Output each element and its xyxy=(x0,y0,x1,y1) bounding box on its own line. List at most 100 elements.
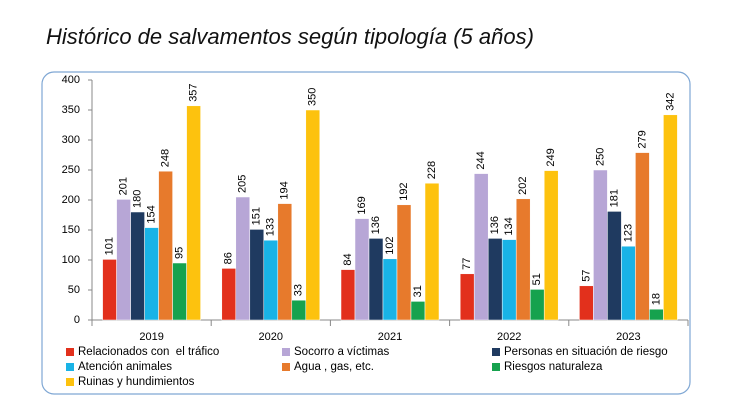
legend-label: Ruinas y hundimientos xyxy=(78,376,195,388)
bar xyxy=(543,170,559,321)
value-label: 31 xyxy=(412,285,424,297)
value-label: 86 xyxy=(223,252,235,264)
chart-title: Histórico de salvamentos según tipología… xyxy=(46,24,534,49)
bar xyxy=(663,114,678,321)
legend-swatch xyxy=(282,348,290,356)
bar xyxy=(263,239,279,321)
value-label: 202 xyxy=(517,176,529,194)
legend-label: Riesgos naturaleza xyxy=(504,361,603,373)
legend-label: Atención animales xyxy=(78,361,172,373)
chart-frame xyxy=(41,71,691,395)
value-label: 244 xyxy=(475,151,487,169)
bar xyxy=(649,308,664,321)
x-tick-label: 2021 xyxy=(378,331,402,343)
value-label: 181 xyxy=(608,189,620,207)
y-tick-label: 350 xyxy=(62,104,80,116)
value-label: 33 xyxy=(293,284,305,296)
y-tick-label: 150 xyxy=(62,224,80,236)
legend-label: Relacionados con el tráfico xyxy=(78,346,219,358)
bar xyxy=(382,258,398,321)
bar xyxy=(410,301,426,321)
bar xyxy=(172,262,187,321)
value-label: 194 xyxy=(279,181,291,199)
value-label: 95 xyxy=(174,247,186,259)
y-tick-label: 300 xyxy=(62,134,80,146)
value-label: 151 xyxy=(251,207,263,225)
bar xyxy=(459,273,475,321)
bar xyxy=(186,105,201,321)
y-tick-label: 200 xyxy=(62,194,80,206)
value-label: 249 xyxy=(545,148,557,166)
legend-swatch xyxy=(282,363,290,371)
bar xyxy=(579,285,594,321)
value-label: 357 xyxy=(188,83,200,101)
legend-label: Personas en situación de riesgo xyxy=(504,346,668,358)
value-label: 350 xyxy=(307,88,319,106)
value-label: 18 xyxy=(650,293,662,305)
value-label: 136 xyxy=(370,216,382,234)
value-label: 154 xyxy=(146,205,158,223)
bar xyxy=(235,196,251,321)
value-label: 57 xyxy=(580,270,592,282)
bar xyxy=(424,182,440,321)
x-tick-label: 2023 xyxy=(616,331,640,343)
x-tick-label: 2020 xyxy=(259,331,283,343)
value-label: 123 xyxy=(622,224,634,242)
value-label: 192 xyxy=(398,182,410,200)
legend-swatch xyxy=(66,378,74,386)
value-label: 51 xyxy=(531,273,543,285)
value-label: 248 xyxy=(160,149,172,167)
legend-swatch xyxy=(66,363,74,371)
bar xyxy=(607,211,622,321)
bar xyxy=(473,173,489,321)
bar xyxy=(340,269,356,321)
legend-label: Agua , gas, etc. xyxy=(294,361,374,373)
value-label: 342 xyxy=(664,92,676,110)
value-label: 250 xyxy=(594,148,606,166)
legend-label: Socorro a víctimas xyxy=(294,346,389,358)
bar xyxy=(593,169,608,321)
bar xyxy=(354,218,370,321)
legend-swatch xyxy=(492,348,500,356)
value-label: 228 xyxy=(426,161,438,179)
value-label: 180 xyxy=(132,190,144,208)
y-tick-label: 50 xyxy=(68,284,80,296)
value-label: 84 xyxy=(342,253,354,265)
x-tick-label: 2019 xyxy=(139,331,163,343)
x-tick-label: 2022 xyxy=(497,331,521,343)
bar xyxy=(291,299,307,321)
bar xyxy=(396,204,412,321)
value-label: 102 xyxy=(384,236,396,254)
bar xyxy=(144,227,159,321)
value-label: 133 xyxy=(265,218,277,236)
bar xyxy=(102,259,117,321)
legend-swatch xyxy=(66,348,74,356)
value-label: 169 xyxy=(356,196,368,214)
bar xyxy=(130,211,145,321)
y-tick-label: 400 xyxy=(62,74,80,86)
value-label: 134 xyxy=(503,217,515,235)
bar xyxy=(515,198,531,321)
bar xyxy=(277,203,293,321)
bar xyxy=(116,199,131,321)
value-label: 201 xyxy=(118,177,130,195)
value-label: 101 xyxy=(104,237,116,255)
y-tick-label: 250 xyxy=(62,164,80,176)
bar xyxy=(368,238,384,321)
bar xyxy=(621,245,636,321)
bar xyxy=(305,109,321,321)
bar xyxy=(221,268,237,321)
value-label: 136 xyxy=(489,216,501,234)
bar xyxy=(158,170,173,321)
y-tick-label: 100 xyxy=(62,254,80,266)
y-tick-label: 0 xyxy=(74,314,80,326)
bar xyxy=(487,238,503,321)
value-label: 205 xyxy=(237,175,249,193)
bar xyxy=(501,239,517,321)
legend-swatch xyxy=(492,363,500,371)
bar xyxy=(529,289,545,321)
value-label: 77 xyxy=(461,258,473,270)
bar xyxy=(635,152,650,321)
value-label: 279 xyxy=(636,130,648,148)
